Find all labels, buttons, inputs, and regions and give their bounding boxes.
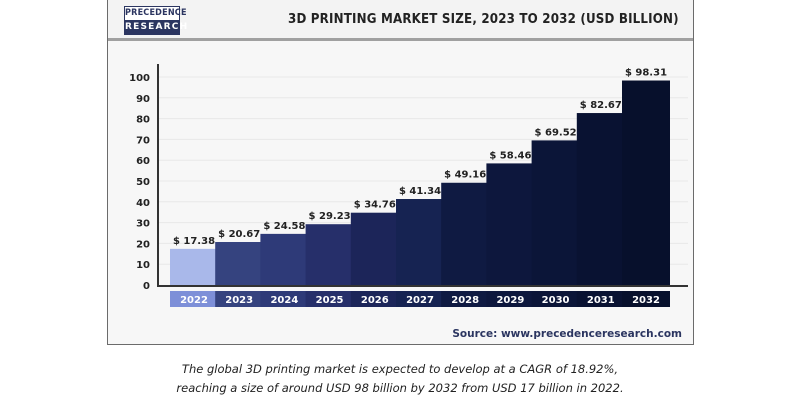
caption-line-1: The global 3D printing market is expecte… [181, 362, 619, 376]
bar-2022 [170, 248, 218, 285]
data-label: $ 29.23 [309, 211, 351, 222]
data-label: $ 58.46 [489, 150, 531, 161]
x-label-box [215, 291, 264, 307]
y-tick-label: 0 [143, 281, 150, 292]
bar-2030 [531, 140, 580, 285]
data-label: $ 24.58 [263, 221, 305, 232]
x-tick-label: 2024 [270, 295, 298, 306]
x-tick-label: 2029 [496, 295, 524, 306]
x-label-box [531, 291, 580, 307]
x-axis-labels: 2022 2023 2024 2025 2026 2027 2028 2029 2030 2031… [170, 291, 670, 307]
x-label-box [622, 291, 670, 307]
y-tick-label: 40 [136, 198, 150, 209]
data-label: $ 41.34 [399, 186, 441, 197]
y-tick-label: 90 [136, 94, 150, 105]
y-axis-ticks: 0 10 20 30 40 50 60 70 80 90 100 [129, 73, 150, 292]
y-tick-label: 50 [136, 177, 150, 188]
data-label: $ 98.31 [625, 68, 667, 79]
bar-2029 [486, 163, 535, 285]
x-label-box [576, 291, 625, 307]
bar-2028 [441, 182, 490, 285]
y-tick-label: 70 [136, 135, 150, 146]
x-tick-label: 2031 [587, 295, 615, 306]
y-tick-label: 30 [136, 219, 150, 230]
x-tick-label: 2022 [180, 295, 208, 306]
precedence-research-logo: PRECEDENCE RESEARCH [124, 6, 189, 35]
data-label: $ 49.16 [444, 170, 486, 181]
x-label-box [396, 291, 444, 307]
x-tick-label: 2026 [361, 295, 389, 306]
y-tick-label: 60 [136, 156, 150, 167]
y-tick-label: 100 [129, 73, 150, 84]
bar-2023 [215, 242, 264, 285]
chart-title: 3D PRINTING MARKET SIZE, 2023 TO 2032 (U… [288, 11, 679, 27]
source-label: Source: www.precedenceresearch.com [452, 328, 682, 340]
data-label: $ 17.38 [173, 236, 215, 247]
x-label-box [260, 291, 309, 307]
bar-2031 [576, 113, 625, 285]
x-tick-label: 2025 [316, 295, 344, 306]
chart-caption: The global 3D printing market is expecte… [0, 360, 800, 398]
x-label-box [441, 291, 490, 307]
x-tick-label: 2028 [451, 295, 479, 306]
data-labels: $ 17.38$ 20.67$ 24.58 $ 29.23$ 34.76$ 41.… [173, 68, 667, 247]
x-tick-label: 2030 [542, 295, 570, 306]
x-label-box [305, 291, 354, 307]
data-label: $ 82.67 [580, 100, 622, 111]
bar-2026 [350, 212, 399, 285]
y-tick-label: 80 [136, 115, 150, 126]
data-label: $ 34.76 [354, 200, 396, 211]
logo-line-2: RESEARCH [125, 20, 189, 34]
chart-header: PRECEDENCE RESEARCH 3D PRINTING MARKET S… [108, 0, 693, 41]
x-tick-label: 2032 [632, 295, 660, 306]
y-tick-label: 20 [136, 239, 150, 250]
bar-2027 [396, 199, 444, 285]
bar-2032 [622, 80, 670, 285]
data-label: $ 69.52 [535, 127, 577, 138]
x-tick-label: 2023 [225, 295, 253, 306]
x-label-box [486, 291, 535, 307]
bar-2025 [305, 224, 354, 285]
bar-2024 [260, 233, 309, 285]
data-label: $ 20.67 [218, 229, 260, 240]
x-label-box [170, 291, 218, 307]
bars [170, 80, 670, 285]
y-tick-label: 10 [136, 260, 150, 271]
caption-line-2: reaching a size of around USD 98 billion… [176, 381, 624, 395]
x-tick-label: 2027 [406, 295, 434, 306]
logo-line-1: PRECEDENCE [125, 8, 187, 18]
x-label-box [350, 291, 399, 307]
